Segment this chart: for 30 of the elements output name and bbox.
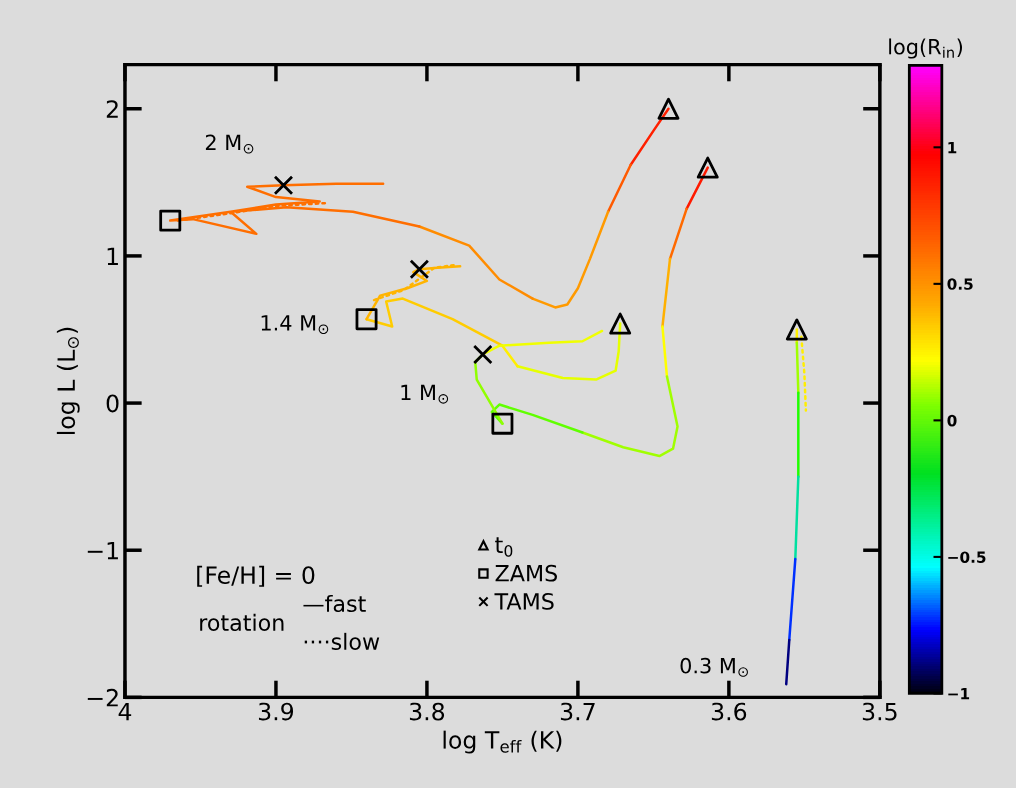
color-bar-label: −1 [948, 688, 970, 700]
annotation: —fast [303, 594, 366, 613]
x-tick-label: 3.7 [560, 702, 595, 721]
annotation: 2 M$_{⊙}$ [205, 134, 254, 154]
color-bar-label: −0.5 [948, 551, 986, 563]
color-bar-label: 0 [947, 414, 957, 427]
annotation: [Fe/H] = 0 [197, 565, 315, 587]
annotation: rotation [200, 613, 284, 632]
color-bar-label: 1 [948, 141, 957, 154]
legend-label: ZAMS [495, 564, 558, 582]
x-tick-label: 3.9 [258, 702, 294, 721]
y-tick-label: −2 [87, 688, 118, 707]
y-tick-label: 0 [106, 394, 119, 413]
x-tick-label: 4 [118, 702, 132, 721]
y-tick-label: 1 [107, 247, 118, 265]
annotation: 1 M$_{⊙}$ [401, 384, 449, 404]
x-tick-label: 3.6 [711, 702, 747, 721]
color-bar-label: 0.5 [947, 278, 973, 290]
color-bar-title: log(R$_{in}$) [889, 38, 963, 59]
x-axis-title: log T$_{eff}$ (K) [443, 730, 562, 754]
legend-label: TAMS [494, 592, 554, 610]
y-tick-label: 2 [106, 100, 118, 118]
annotation: 0.3 M$_{⊙}$ [680, 657, 748, 677]
y-axis-title: log L (L$_{⊙}$) [56, 327, 80, 435]
annotation: 1.4 M$_{⊙}$ [261, 315, 329, 335]
y-tick-label: −1 [87, 541, 118, 560]
x-tick-label: 3.5 [862, 702, 897, 721]
x-tick-label: 3.8 [409, 702, 445, 721]
legend-label: t$_{0}$ [495, 537, 513, 557]
annotation: ····slow [304, 632, 380, 651]
